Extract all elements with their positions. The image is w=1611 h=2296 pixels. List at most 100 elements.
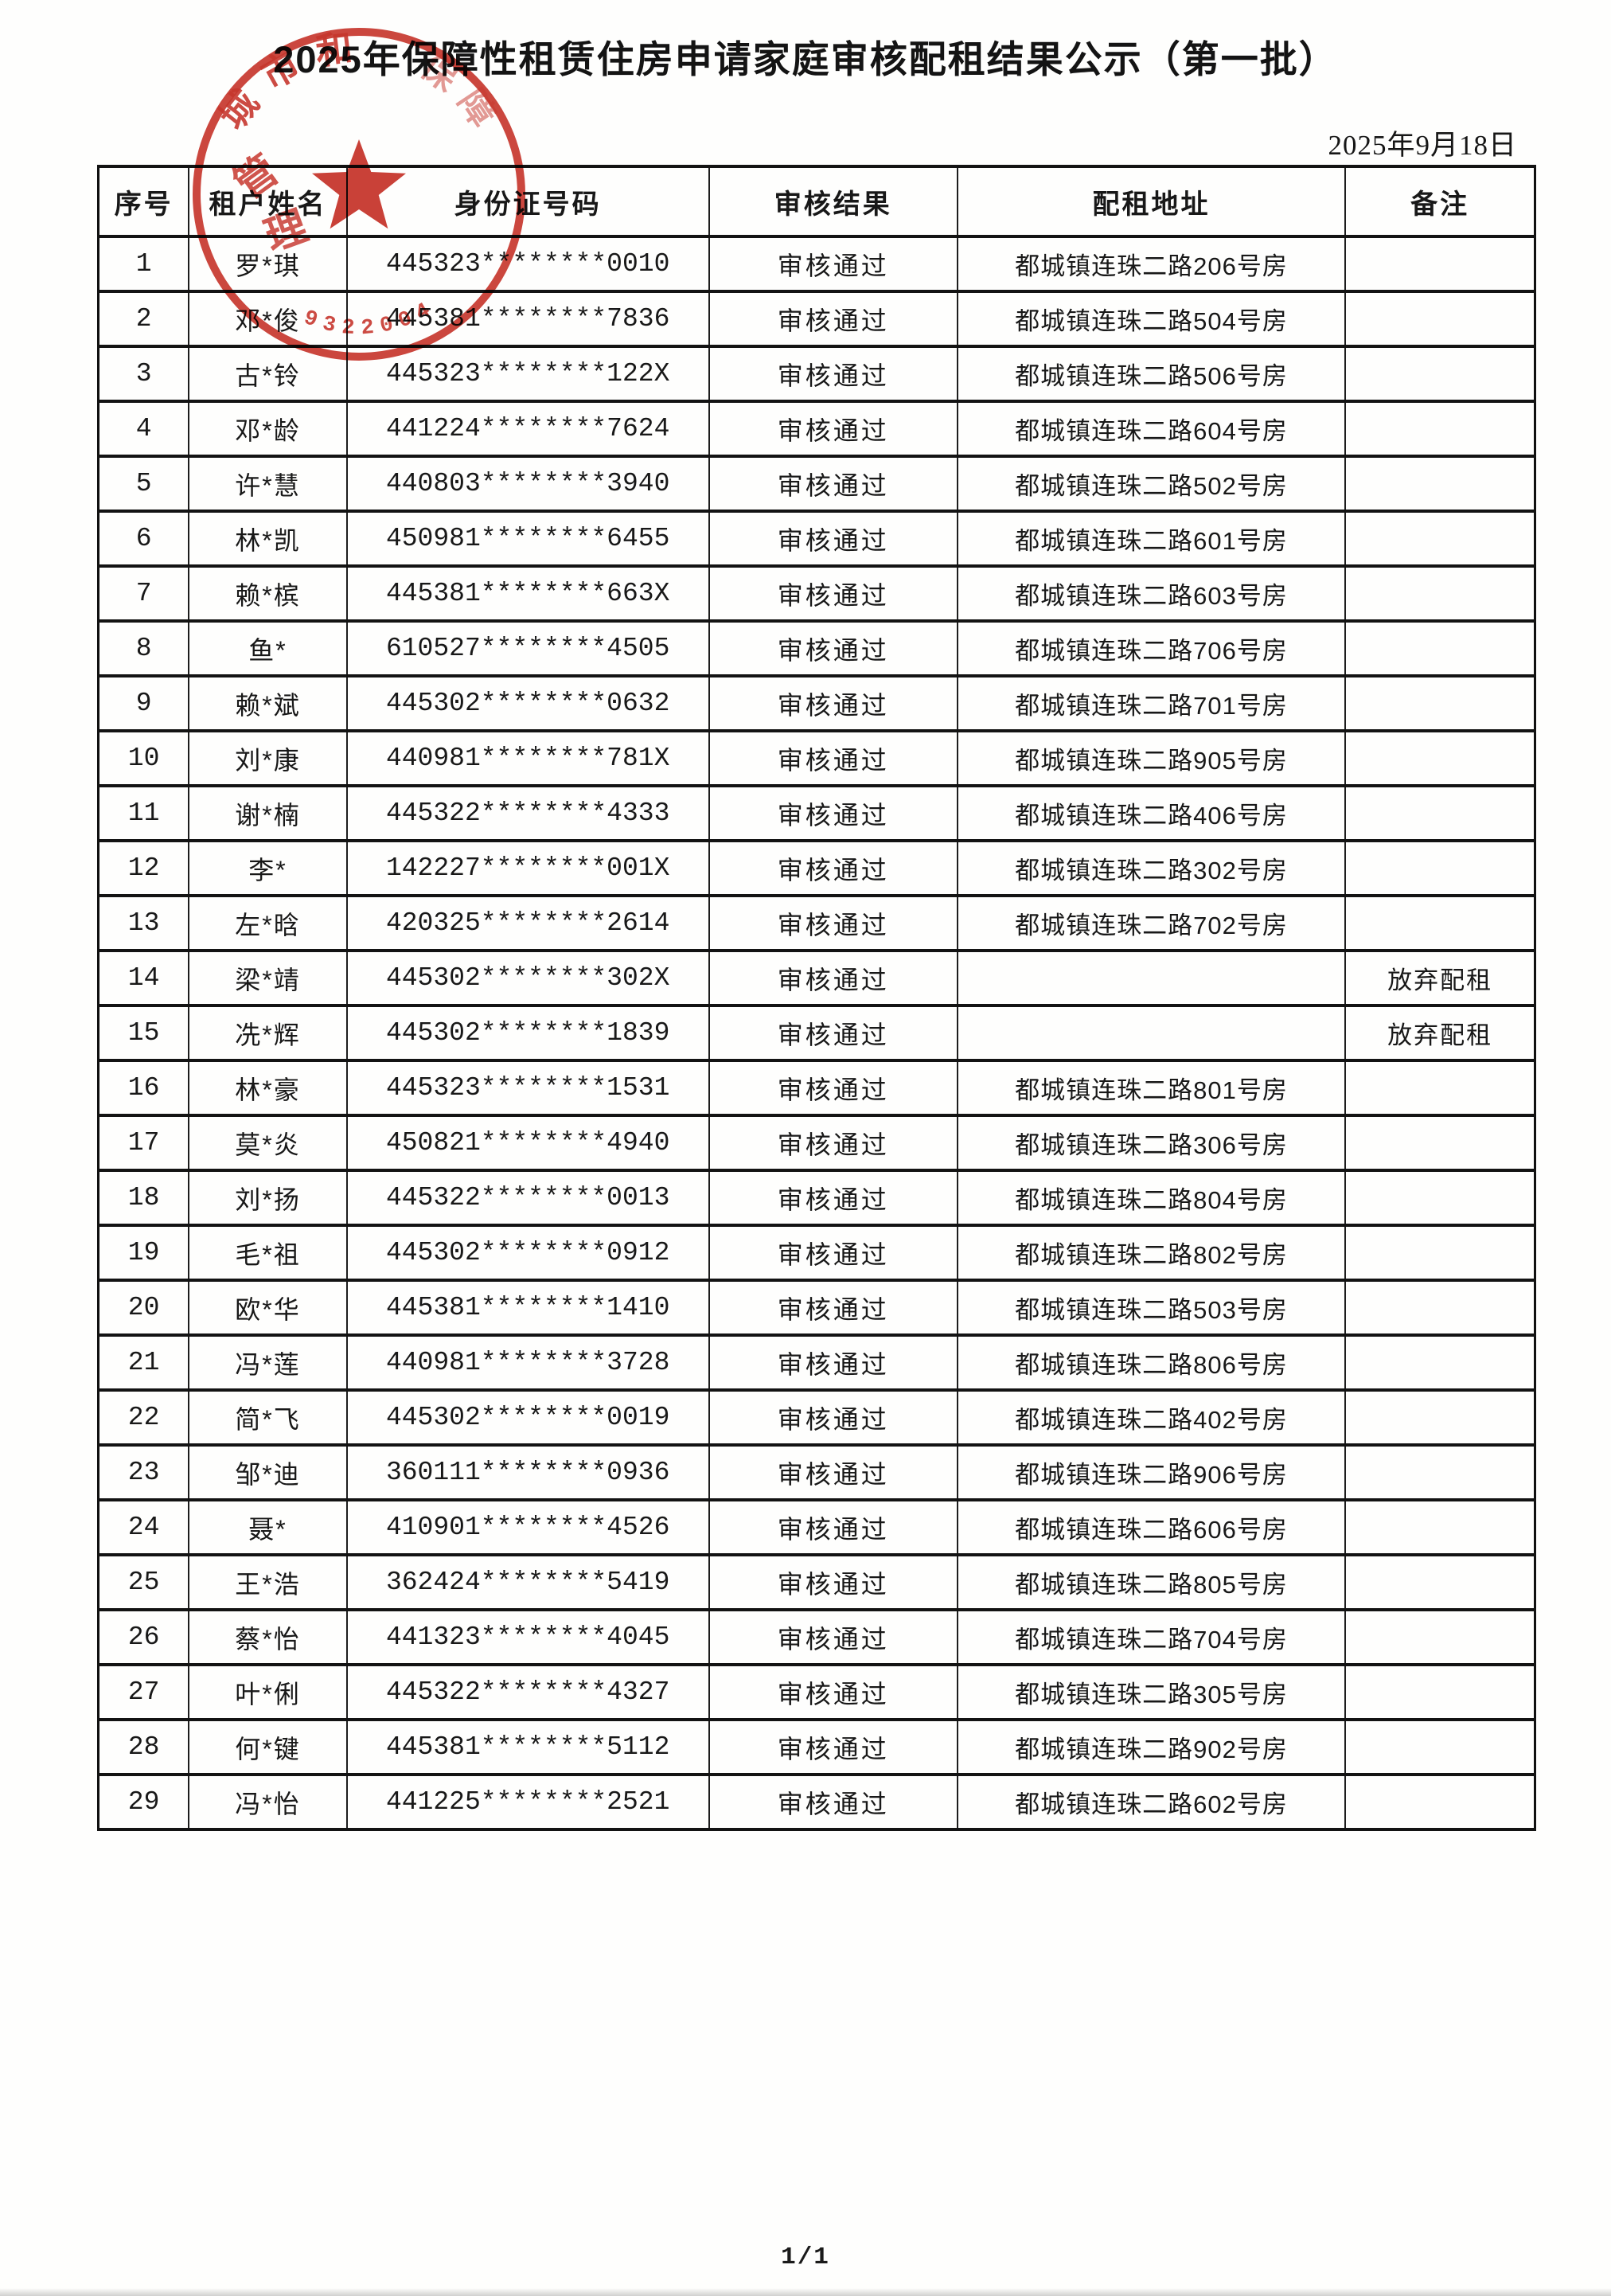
- table-row: 20 欧*华 445381********1410 审核通过 都城镇连珠二路503号房: [97, 1279, 1536, 1337]
- cell-index: 5: [97, 455, 190, 513]
- cell-tenant-name: 许*慧: [188, 455, 348, 513]
- cell-review-result: 审核通过: [708, 894, 958, 952]
- cell-tenant-name: 何*键: [188, 1718, 348, 1776]
- cell-remark: [1344, 1388, 1536, 1447]
- cell-address: 都城镇连珠二路604号房: [956, 400, 1347, 458]
- cell-index: 23: [97, 1443, 190, 1501]
- cell-index: 17: [97, 1114, 190, 1172]
- table-header-row: 序号 租户姓名 身份证号码 审核结果 配租地址 备注: [97, 165, 1536, 238]
- cell-remark: [1344, 290, 1536, 348]
- cell-remark: [1344, 455, 1536, 513]
- cell-tenant-name: 赖*斌: [188, 674, 348, 732]
- cell-index: 19: [97, 1224, 190, 1282]
- cell-remark: [1344, 729, 1536, 787]
- cell-review-result: 审核通过: [708, 1498, 958, 1556]
- cell-index: 10: [97, 729, 190, 787]
- cell-review-result: 审核通过: [708, 729, 958, 787]
- cell-id-number: 445381********1410: [345, 1279, 710, 1337]
- cell-review-result: 审核通过: [708, 1114, 958, 1172]
- cell-address: 都城镇连珠二路602号房: [956, 1773, 1347, 1831]
- cell-review-result: 审核通过: [708, 1333, 958, 1392]
- cell-id-number: 445381********663X: [345, 564, 710, 623]
- cell-remark: [1344, 1059, 1536, 1117]
- table-row: 29 冯*怡 441225********2521 审核通过 都城镇连珠二路602号房: [97, 1773, 1536, 1831]
- cell-address: 都城镇连珠二路804号房: [956, 1169, 1347, 1227]
- cell-index: 9: [97, 674, 190, 732]
- cell-review-result: 审核通过: [708, 1224, 958, 1282]
- publish-date: 2025年9月18日: [1328, 130, 1517, 161]
- table-row: 12 李* 142227********001X 审核通过 都城镇连珠二路302号房: [97, 839, 1536, 897]
- cell-index: 27: [97, 1663, 190, 1721]
- table-row: 17 莫*炎 450821********4940 审核通过 都城镇连珠二路306号房: [97, 1114, 1536, 1172]
- cell-tenant-name: 王*浩: [188, 1553, 348, 1611]
- cell-address: 都城镇连珠二路706号房: [956, 619, 1347, 677]
- cell-id-number: 610527********4505: [345, 619, 710, 677]
- cell-remark: [1344, 1443, 1536, 1501]
- cell-index: 6: [97, 510, 190, 568]
- cell-review-result: 审核通过: [708, 400, 958, 458]
- cell-address: 都城镇连珠二路905号房: [956, 729, 1347, 787]
- cell-review-result: 审核通过: [708, 1388, 958, 1447]
- cell-review-result: 审核通过: [708, 1443, 958, 1501]
- cell-tenant-name: 李*: [188, 839, 348, 897]
- cell-address: [956, 949, 1347, 1007]
- header-cell-name: 租户姓名: [188, 165, 348, 238]
- cell-review-result: 审核通过: [708, 1773, 958, 1831]
- cell-index: 16: [97, 1059, 190, 1117]
- table-row: 16 林*豪 445323********1531 审核通过 都城镇连珠二路801号房: [97, 1059, 1536, 1117]
- cell-review-result: 审核通过: [708, 674, 958, 732]
- cell-address: 都城镇连珠二路206号房: [956, 235, 1347, 293]
- cell-remark: [1344, 1608, 1536, 1666]
- cell-tenant-name: 古*铃: [188, 345, 348, 403]
- cell-id-number: 440981********781X: [345, 729, 710, 787]
- cell-id-number: 445381********5112: [345, 1718, 710, 1776]
- cell-id-number: 445302********0912: [345, 1224, 710, 1282]
- cell-tenant-name: 鱼*: [188, 619, 348, 677]
- cell-tenant-name: 谢*楠: [188, 784, 348, 842]
- cell-review-result: 审核通过: [708, 784, 958, 842]
- cell-index: 28: [97, 1718, 190, 1776]
- cell-remark: [1344, 564, 1536, 623]
- table-row: 6 林*凯 450981********6455 审核通过 都城镇连珠二路601号房: [97, 510, 1536, 568]
- cell-index: 7: [97, 564, 190, 623]
- cell-review-result: 审核通过: [708, 1718, 958, 1776]
- table-row: 11 谢*楠 445322********4333 审核通过 都城镇连珠二路406号房: [97, 784, 1536, 842]
- cell-review-result: 审核通过: [708, 235, 958, 293]
- cell-tenant-name: 叶*俐: [188, 1663, 348, 1721]
- page-title: 2025年保障性租赁住房申请家庭审核配租结果公示（第一批）: [273, 38, 1338, 80]
- cell-address: 都城镇连珠二路701号房: [956, 674, 1347, 732]
- cell-address: 都城镇连珠二路906号房: [956, 1443, 1347, 1501]
- cell-address: 都城镇连珠二路601号房: [956, 510, 1347, 568]
- cell-tenant-name: 刘*扬: [188, 1169, 348, 1227]
- cell-remark: [1344, 674, 1536, 732]
- table-row: 8 鱼* 610527********4505 审核通过 都城镇连珠二路706号房: [97, 619, 1536, 677]
- scan-edge-shadow: [0, 2288, 1611, 2296]
- cell-review-result: 审核通过: [708, 510, 958, 568]
- cell-address: 都城镇连珠二路506号房: [956, 345, 1347, 403]
- cell-address: 都城镇连珠二路606号房: [956, 1498, 1347, 1556]
- cell-remark: [1344, 1169, 1536, 1227]
- cell-remark: [1344, 1663, 1536, 1721]
- cell-remark: [1344, 1224, 1536, 1282]
- table-row: 14 梁*靖 445302********302X 审核通过 放弃配租: [97, 949, 1536, 1007]
- table-row: 9 赖*斌 445302********0632 审核通过 都城镇连珠二路701号房: [97, 674, 1536, 732]
- cell-address: 都城镇连珠二路406号房: [956, 784, 1347, 842]
- cell-remark: [1344, 1773, 1536, 1831]
- cell-address: 都城镇连珠二路504号房: [956, 290, 1347, 348]
- cell-tenant-name: 林*豪: [188, 1059, 348, 1117]
- header-cell-id-number: 身份证号码: [345, 165, 710, 238]
- cell-address: 都城镇连珠二路305号房: [956, 1663, 1347, 1721]
- header-cell-address: 配租地址: [956, 165, 1347, 238]
- table-row: 23 邹*迪 360111********0936 审核通过 都城镇连珠二路906号房: [97, 1443, 1536, 1501]
- cell-id-number: 441225********2521: [345, 1773, 710, 1831]
- table-row: 28 何*键 445381********5112 审核通过 都城镇连珠二路902号房: [97, 1718, 1536, 1776]
- table-row: 5 许*慧 440803********3940 审核通过 都城镇连珠二路502号房: [97, 455, 1536, 513]
- cell-review-result: 审核通过: [708, 1553, 958, 1611]
- table-row: 25 王*浩 362424********5419 审核通过 都城镇连珠二路805号房: [97, 1553, 1536, 1611]
- cell-address: 都城镇连珠二路603号房: [956, 564, 1347, 623]
- cell-id-number: 450821********4940: [345, 1114, 710, 1172]
- cell-address: 都城镇连珠二路805号房: [956, 1553, 1347, 1611]
- cell-remark: 放弃配租: [1344, 949, 1536, 1007]
- cell-review-result: 审核通过: [708, 1059, 958, 1117]
- footer-page-number: 1/1: [781, 2243, 830, 2271]
